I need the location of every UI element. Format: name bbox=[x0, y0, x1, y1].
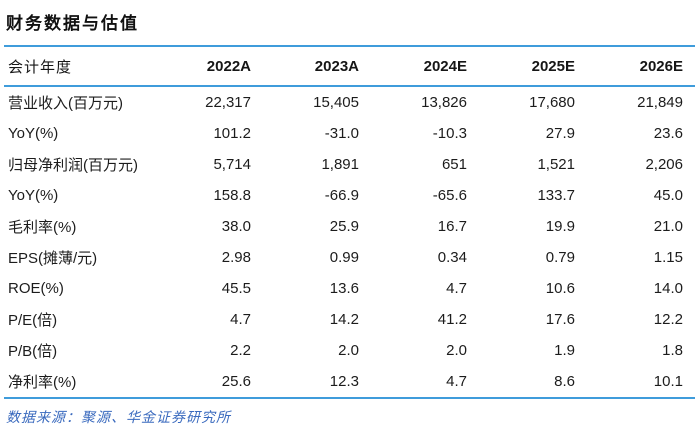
value-cell: 1.8 bbox=[662, 342, 683, 359]
value-cell: -10.3 bbox=[432, 125, 467, 142]
value-cell: 133.7 bbox=[537, 187, 575, 204]
table-row: 营业收入(百万元) 22,317 15,405 13,826 17,680 21,849 bbox=[4, 86, 695, 118]
value-cell: 1,521 bbox=[537, 156, 575, 173]
value-cell: 38.0 bbox=[221, 218, 251, 235]
value-cell: 16.7 bbox=[437, 218, 467, 235]
table-row: EPS(摊薄/元) 2.98 0.99 0.34 0.79 1.15 bbox=[4, 242, 695, 273]
value-cell: 2.0 bbox=[338, 342, 359, 359]
header-year-column: 2024E bbox=[423, 57, 467, 75]
row-label-cell: EPS(摊薄/元) bbox=[8, 250, 98, 267]
value-cell: 45.5 bbox=[221, 280, 251, 297]
value-cell: 2,206 bbox=[645, 156, 683, 173]
value-cell: 0.79 bbox=[545, 249, 575, 266]
value-cell: 12.3 bbox=[329, 373, 359, 390]
row-label-cell: ROE(%) bbox=[8, 280, 64, 297]
value-cell: 25.9 bbox=[329, 218, 359, 235]
header-accounting-year: 会计年度 bbox=[8, 59, 73, 76]
value-cell: 13.6 bbox=[329, 280, 359, 297]
row-label-cell: YoY(%) bbox=[8, 187, 59, 204]
value-cell: 14.2 bbox=[329, 311, 359, 328]
header-year-column: 2025E bbox=[531, 57, 575, 75]
row-label-cell: YoY(%) bbox=[8, 125, 59, 142]
value-cell: 14.0 bbox=[653, 280, 683, 297]
row-label-cell: 毛利率(%) bbox=[8, 219, 77, 236]
value-cell: 45.0 bbox=[653, 187, 683, 204]
value-cell: 0.99 bbox=[329, 249, 359, 266]
value-cell: -31.0 bbox=[324, 125, 359, 142]
value-cell: 1.15 bbox=[653, 249, 683, 266]
value-cell: 4.7 bbox=[446, 280, 467, 297]
header-year-column: 2022A bbox=[206, 57, 251, 75]
table-row: P/E(倍) 4.7 14.2 41.2 17.6 12.2 bbox=[4, 304, 695, 335]
value-cell: 101.2 bbox=[213, 125, 251, 142]
value-cell: 41.2 bbox=[437, 311, 467, 328]
value-cell: 22,317 bbox=[205, 94, 251, 111]
value-cell: 2.98 bbox=[221, 249, 251, 266]
value-cell: 8.6 bbox=[554, 373, 575, 390]
value-cell: 23.6 bbox=[653, 125, 683, 142]
financial-data-table: 会计年度 2022A 2023A 2024E 2025E 2026E 营业收入(百万元) 2… bbox=[4, 45, 695, 399]
value-cell: 10.6 bbox=[545, 280, 575, 297]
table-row: 归母净利润(百万元) 5,714 1,891 651 1,521 2,206 bbox=[4, 149, 695, 180]
table-row: 净利率(%) 25.6 12.3 4.7 8.6 10.1 bbox=[4, 366, 695, 398]
row-label-cell: P/E(倍) bbox=[8, 312, 58, 329]
table-row: ROE(%) 45.5 13.6 4.7 10.6 14.0 bbox=[4, 273, 695, 304]
page-title: 财务数据与估值 bbox=[6, 14, 139, 33]
row-label-cell: 归母净利润(百万元) bbox=[8, 157, 138, 174]
value-cell: 19.9 bbox=[545, 218, 575, 235]
value-cell: 651 bbox=[441, 156, 467, 173]
value-cell: 2.2 bbox=[230, 342, 251, 359]
value-cell: 25.6 bbox=[221, 373, 251, 390]
table-row: 毛利率(%) 38.0 25.9 16.7 19.9 21.0 bbox=[4, 211, 695, 242]
value-cell: 17,680 bbox=[529, 94, 575, 111]
row-label-cell: 净利率(%) bbox=[8, 374, 77, 391]
value-cell: 158.8 bbox=[213, 187, 251, 204]
row-label-cell: 营业收入(百万元) bbox=[8, 95, 123, 112]
value-cell: 2.0 bbox=[446, 342, 467, 359]
value-cell: 1,891 bbox=[321, 156, 359, 173]
value-cell: 17.6 bbox=[545, 311, 575, 328]
value-cell: 10.1 bbox=[653, 373, 683, 390]
table-row: YoY(%) 101.2 -31.0 -10.3 27.9 23.6 bbox=[4, 118, 695, 149]
value-cell: 27.9 bbox=[545, 125, 575, 142]
table-row: P/B(倍) 2.2 2.0 2.0 1.9 1.8 bbox=[4, 335, 695, 366]
value-cell: 1.9 bbox=[554, 342, 575, 359]
row-label-cell: P/B(倍) bbox=[8, 343, 58, 360]
value-cell: 21.0 bbox=[653, 218, 683, 235]
value-cell: 21,849 bbox=[637, 94, 683, 111]
value-cell: 15,405 bbox=[313, 94, 359, 111]
header-year-column: 2026E bbox=[639, 57, 683, 75]
data-source-note: 数据来源：聚源、华金证券研究所 bbox=[6, 411, 231, 426]
value-cell: 4.7 bbox=[230, 311, 251, 328]
value-cell: -65.6 bbox=[432, 187, 467, 204]
value-cell: 0.34 bbox=[437, 249, 467, 266]
value-cell: -66.9 bbox=[324, 187, 359, 204]
header-year-column: 2023A bbox=[314, 57, 359, 75]
value-cell: 5,714 bbox=[213, 156, 251, 173]
value-cell: 4.7 bbox=[446, 373, 467, 390]
value-cell: 12.2 bbox=[653, 311, 683, 328]
table-row: YoY(%) 158.8 -66.9 -65.6 133.7 45.0 bbox=[4, 180, 695, 211]
value-cell: 13,826 bbox=[421, 94, 467, 111]
table-header-row: 会计年度 2022A 2023A 2024E 2025E 2026E bbox=[4, 46, 695, 86]
